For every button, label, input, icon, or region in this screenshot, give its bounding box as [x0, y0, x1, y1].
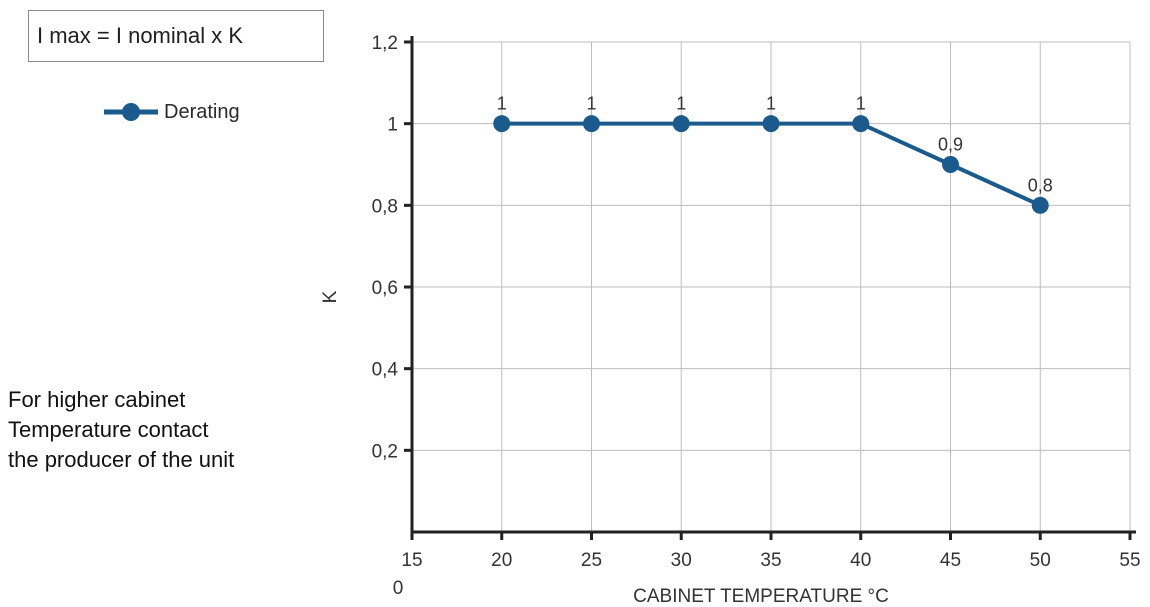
x-tick-label: 40 — [850, 550, 871, 571]
x-tick-label: 15 — [401, 550, 422, 571]
data-point — [852, 115, 870, 133]
data-point — [942, 156, 959, 173]
ticks: 15 20 25 30 35 40 45 50 55 0,2 0,4 0,6 0,8 1 1,2 — [372, 33, 1141, 571]
x-tick-label: 55 — [1119, 550, 1140, 571]
data-label: 0,9 — [938, 135, 963, 155]
x-tick-label: 30 — [671, 550, 692, 571]
note-line-2: Temperature contact — [8, 417, 209, 442]
data-labels: 1 1 1 1 1 0,9 0,8 — [497, 94, 1053, 196]
x-tick-label: 45 — [940, 550, 961, 571]
x-tick-label: 25 — [581, 550, 602, 571]
x-tick-label: 50 — [1030, 550, 1051, 571]
formula-text: I max = I nominal x K — [37, 23, 244, 48]
data-point — [672, 115, 690, 133]
x-tick-label: 20 — [491, 550, 512, 571]
data-label: 1 — [676, 94, 686, 114]
series-derating — [493, 115, 1049, 214]
y-tick-label: 1 — [387, 115, 398, 136]
data-point — [1031, 196, 1049, 214]
data-label: 1 — [856, 94, 866, 114]
note-text: For higher cabinet Temperature contact t… — [8, 385, 328, 475]
x-tick-label: 35 — [760, 550, 781, 571]
origin-label: 0 — [393, 578, 404, 599]
data-label: 1 — [766, 94, 776, 114]
y-tick-label: 0,2 — [372, 441, 398, 462]
formula-box: I max = I nominal x K — [28, 10, 324, 62]
y-tick-label: 0,8 — [372, 196, 398, 217]
y-tick-label: 0,4 — [372, 360, 399, 381]
legend-marker-icon — [104, 103, 158, 121]
x-axis-title: CABINET TEMPERATURE °C — [633, 586, 889, 607]
data-label: 1 — [586, 94, 596, 114]
data-point — [583, 115, 600, 133]
chart-legend: Derating — [104, 100, 240, 124]
y-tick-label: 1,2 — [372, 33, 398, 54]
note-line-1: For higher cabinet — [8, 387, 186, 412]
data-point — [493, 115, 511, 133]
y-tick-label: 0,6 — [372, 278, 398, 299]
data-label: 0,8 — [1028, 175, 1053, 195]
note-line-3: the producer of the unit — [8, 447, 235, 472]
data-label: 1 — [497, 94, 507, 114]
y-axis-title: K — [320, 290, 341, 303]
legend-label: Derating — [164, 100, 240, 123]
data-point — [762, 115, 780, 133]
